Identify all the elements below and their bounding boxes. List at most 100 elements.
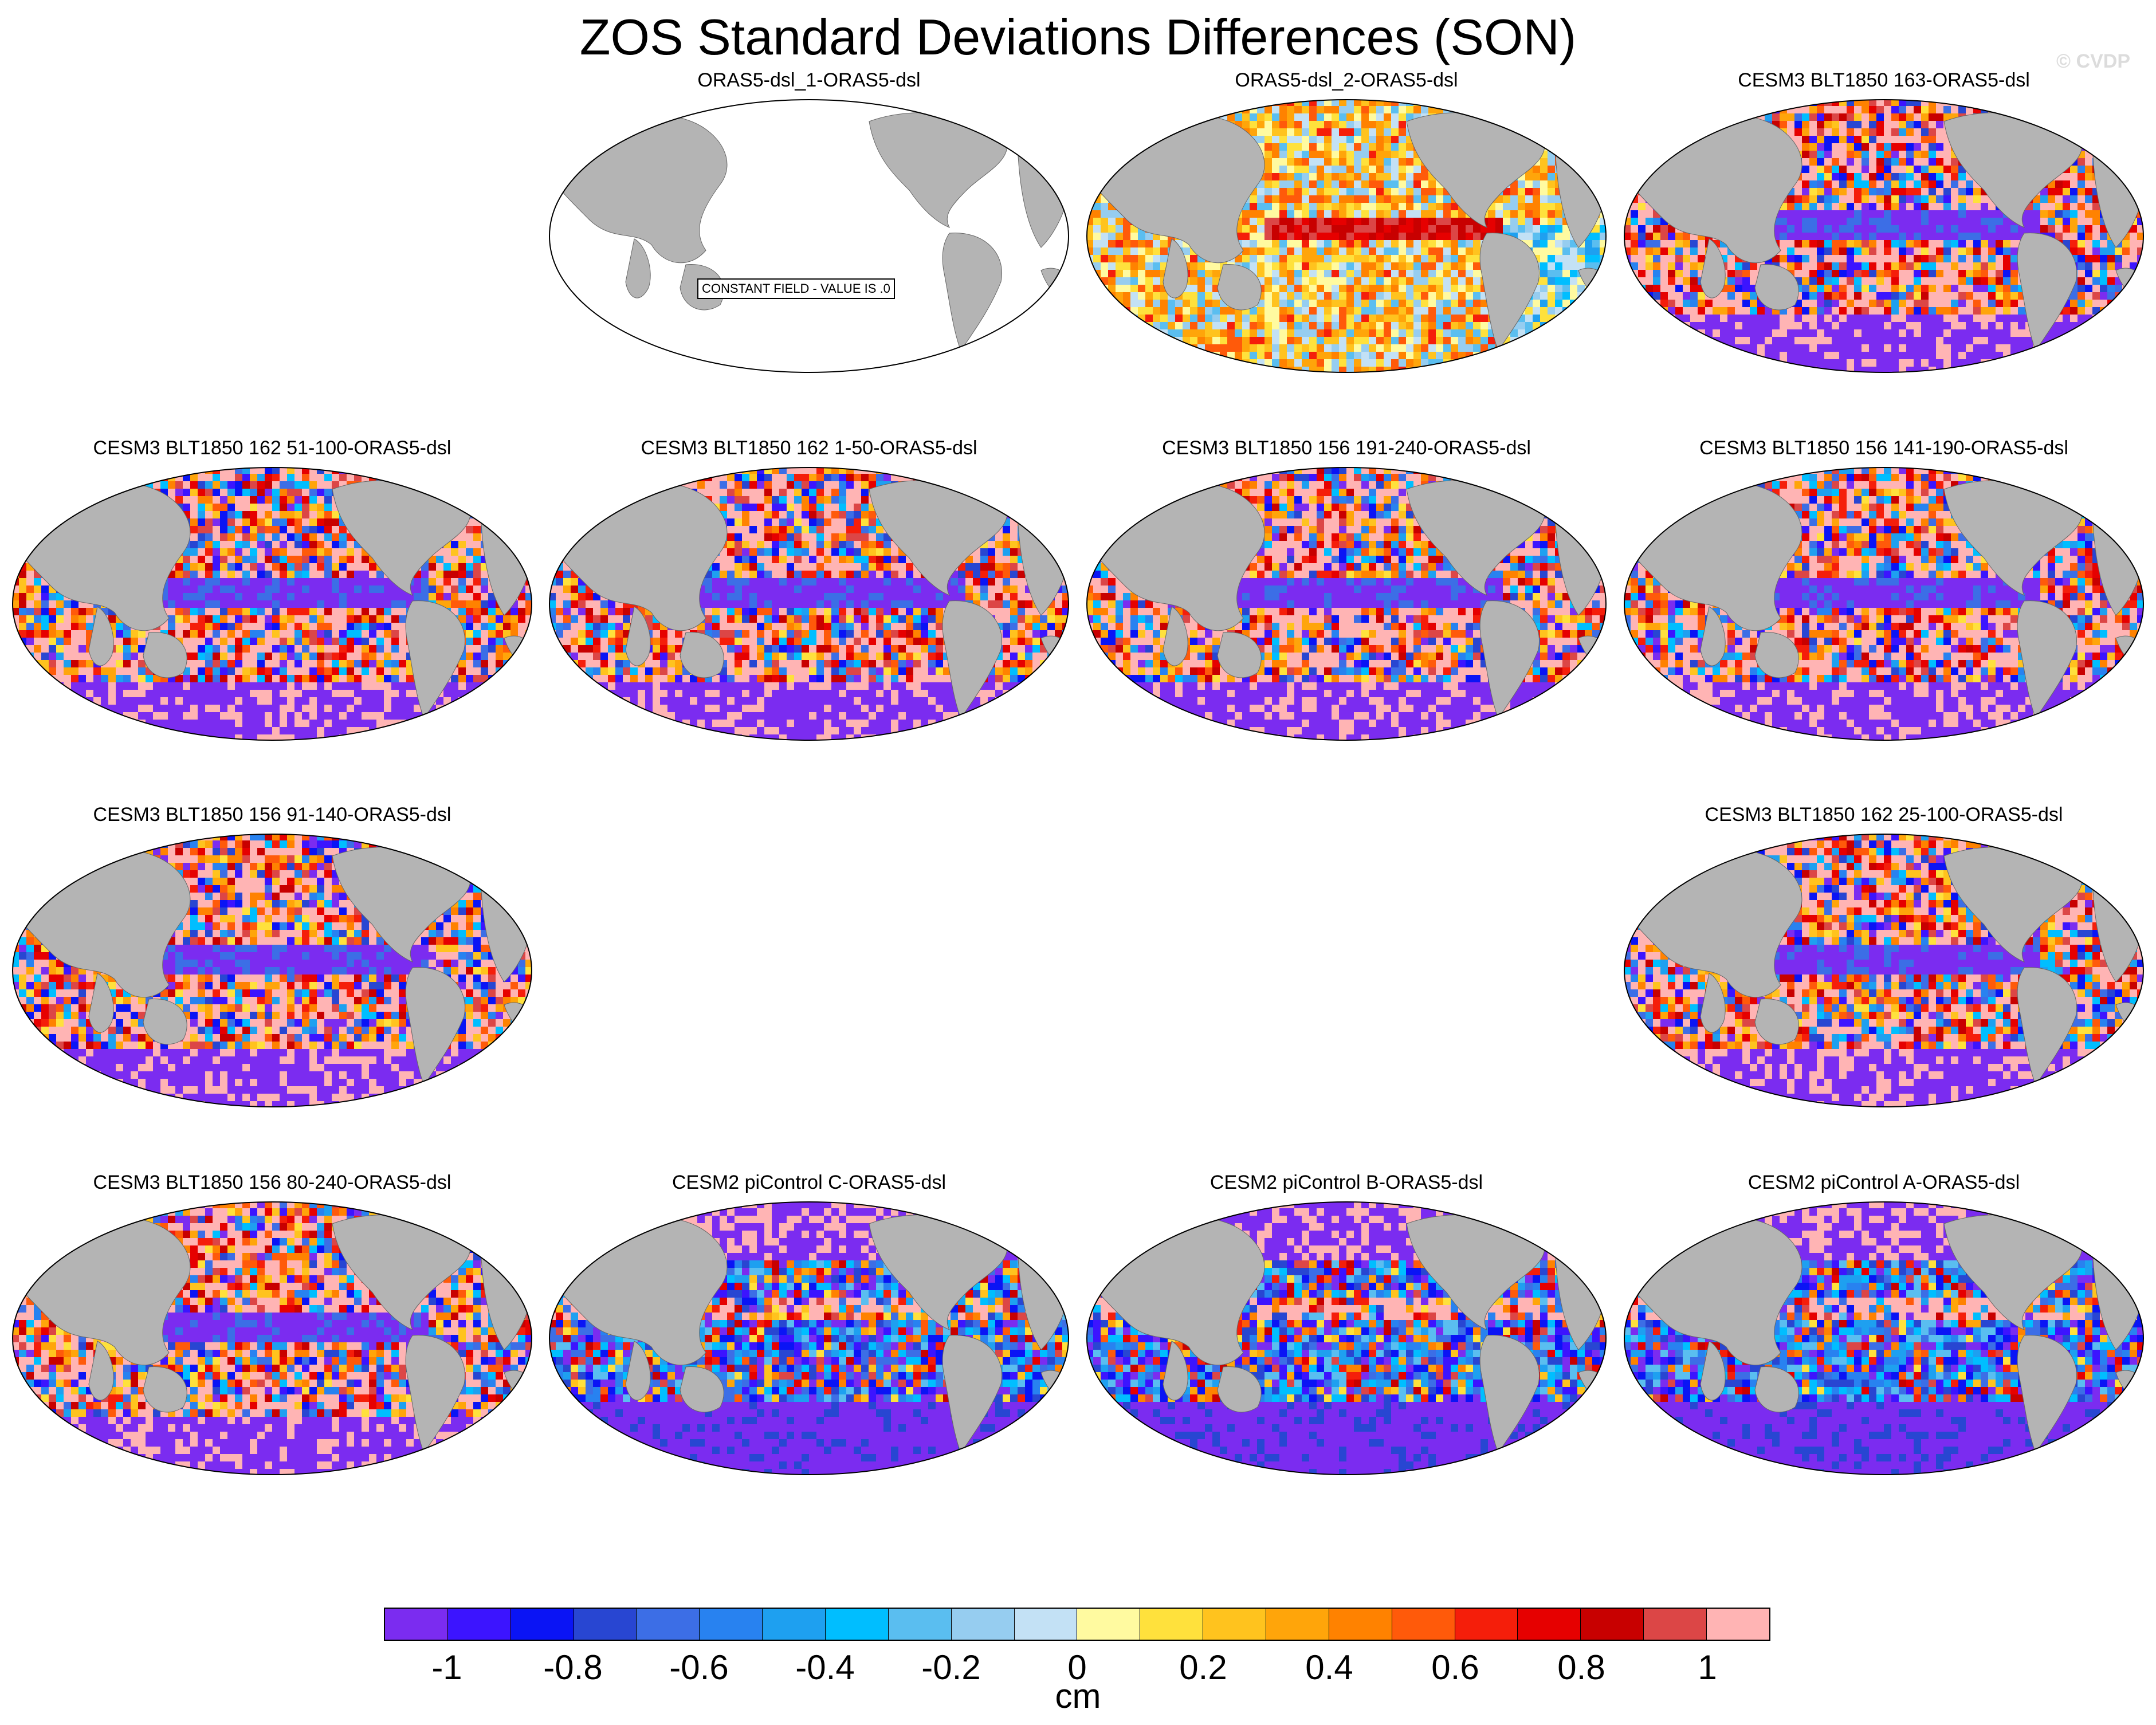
map-cell bbox=[2078, 136, 2085, 143]
map-cell bbox=[1802, 143, 1809, 151]
map-cell bbox=[1548, 255, 1555, 262]
map-cell bbox=[1130, 100, 1138, 106]
map-cell bbox=[1854, 285, 1862, 292]
map-cell bbox=[1809, 195, 1817, 203]
map-cell bbox=[1555, 100, 1562, 106]
map-cell bbox=[1332, 337, 1339, 344]
map-cell bbox=[1235, 100, 1242, 106]
map-cell bbox=[1824, 180, 1832, 188]
map-cell bbox=[1294, 262, 1302, 270]
map-cell bbox=[1175, 121, 1183, 128]
map-cell bbox=[1958, 262, 1966, 270]
map-cell bbox=[1294, 225, 1302, 233]
map-cell bbox=[1309, 344, 1317, 352]
map-cell bbox=[1480, 359, 1488, 367]
map-cell bbox=[1914, 247, 1921, 255]
map-cell bbox=[1585, 307, 1592, 315]
map-cell bbox=[1116, 285, 1123, 292]
map-cell bbox=[1257, 255, 1264, 262]
map-cell bbox=[1973, 225, 1981, 233]
map-cell bbox=[1690, 255, 1698, 262]
map-cell bbox=[1384, 277, 1391, 285]
map-cell bbox=[1101, 240, 1108, 247]
map-cell bbox=[1384, 100, 1391, 106]
map-cell bbox=[1339, 344, 1346, 352]
map-cell bbox=[1891, 143, 1899, 151]
map-cell bbox=[1250, 352, 1257, 359]
map-cell bbox=[1735, 300, 1742, 307]
map-cell bbox=[1369, 121, 1376, 128]
map-cell bbox=[1130, 247, 1138, 255]
map-cell bbox=[1929, 113, 1936, 121]
map-cell bbox=[1138, 100, 1145, 106]
map-cell bbox=[1087, 315, 1093, 322]
map-cell bbox=[1250, 262, 1257, 270]
map-cell bbox=[1458, 255, 1466, 262]
map-cell bbox=[1332, 203, 1339, 210]
map-cell bbox=[1332, 315, 1339, 322]
map-cell bbox=[1302, 100, 1309, 106]
map-cell bbox=[1869, 277, 1876, 285]
map-cell bbox=[1921, 121, 1929, 128]
map-cell bbox=[1533, 173, 1540, 180]
map-cell bbox=[1257, 315, 1264, 322]
map-cell bbox=[1436, 218, 1443, 225]
map-cell bbox=[1921, 292, 1929, 300]
map-cell bbox=[1087, 173, 1093, 180]
map-cell bbox=[1869, 337, 1876, 344]
map-cell bbox=[1108, 121, 1116, 128]
map-cell bbox=[1525, 113, 1533, 121]
map-cell bbox=[1346, 180, 1354, 188]
map-cell bbox=[1376, 270, 1384, 277]
map-cell bbox=[1116, 233, 1123, 240]
map-cell bbox=[1750, 329, 1757, 337]
map-cell bbox=[1988, 247, 1996, 255]
map-cell bbox=[2137, 188, 2143, 195]
map-cell bbox=[1153, 285, 1160, 292]
map-cell bbox=[1854, 136, 1862, 143]
map-cell bbox=[2010, 262, 2018, 270]
map-cell bbox=[1787, 210, 1794, 218]
map-cell bbox=[2115, 247, 2122, 255]
map-cell bbox=[1891, 180, 1899, 188]
map-cell bbox=[1510, 188, 1518, 195]
map-cell bbox=[1646, 151, 1653, 158]
map-cell bbox=[1824, 270, 1832, 277]
map-cell bbox=[1869, 158, 1876, 166]
map-cell bbox=[1324, 210, 1332, 218]
map-cell bbox=[1093, 151, 1101, 158]
map-cell bbox=[1436, 203, 1443, 210]
map-cell bbox=[1369, 106, 1376, 113]
map-cell bbox=[1384, 158, 1391, 166]
map-cell bbox=[1399, 203, 1406, 210]
map-cell bbox=[1257, 121, 1264, 128]
map-cell bbox=[1966, 277, 1973, 285]
map-cell bbox=[1690, 277, 1698, 285]
map-cell bbox=[1824, 344, 1832, 352]
map-cell bbox=[1287, 359, 1294, 367]
map-cell bbox=[1533, 292, 1540, 300]
map-cell bbox=[2137, 218, 2143, 225]
map-cell bbox=[1906, 203, 1914, 210]
map-cell bbox=[2003, 329, 2010, 337]
map-cell bbox=[1160, 337, 1168, 344]
map-cell bbox=[1660, 136, 1668, 143]
map-cell bbox=[1376, 277, 1384, 285]
map-cell bbox=[1921, 277, 1929, 285]
map-cell bbox=[1951, 210, 1958, 218]
map-cell bbox=[1548, 367, 1555, 372]
map-cell bbox=[1384, 255, 1391, 262]
map-cell bbox=[1698, 128, 1705, 136]
map-cell bbox=[1294, 247, 1302, 255]
map-cell bbox=[1787, 128, 1794, 136]
map-cell bbox=[2025, 225, 2033, 233]
map-cell bbox=[1428, 262, 1436, 270]
map-cell bbox=[1168, 106, 1175, 113]
map-cell bbox=[1817, 300, 1824, 307]
map-cell bbox=[1906, 240, 1914, 247]
map-cell bbox=[2003, 106, 2010, 113]
map-cell bbox=[1250, 210, 1257, 218]
map-cell bbox=[1839, 337, 1847, 344]
map-cell bbox=[2070, 173, 2078, 180]
map-cell bbox=[1914, 203, 1921, 210]
